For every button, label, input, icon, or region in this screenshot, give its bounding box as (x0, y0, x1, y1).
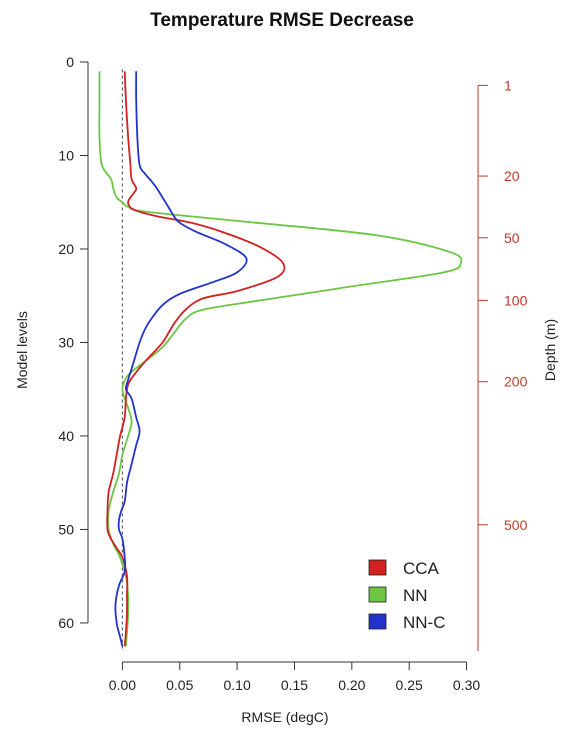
y-tick-label-20: 20 (58, 241, 74, 257)
legend-swatch-nn-c (368, 613, 387, 630)
legend: CCA NN NN-C (368, 559, 446, 632)
y-tick-label-0: 0 (66, 54, 74, 70)
legend-swatch-nn (368, 586, 387, 603)
series-lines (98, 71, 463, 647)
y-axis-label: Model levels (14, 311, 30, 389)
x-tick-label-6: 0.30 (453, 677, 480, 693)
depth-tick-label-50: 50 (504, 230, 520, 246)
x-tick-label-1: 0.05 (166, 677, 193, 693)
depth-axis: 1 20 50 100 200 500 (477, 77, 528, 651)
y-tick-label-60: 60 (58, 615, 74, 631)
depth-tick-label-200: 200 (504, 374, 528, 390)
series-line-nn-c (114, 71, 248, 647)
y-tick-label-40: 40 (58, 428, 74, 444)
legend-label-nn-c: NN-C (403, 613, 446, 632)
legend-label-cca: CCA (403, 559, 440, 578)
x-tick-label-5: 0.25 (396, 677, 423, 693)
legend-label-nn: NN (403, 586, 428, 605)
series-line-cca (106, 71, 286, 647)
depth-axis-label: Depth (m) (542, 319, 558, 381)
depth-tick-label-100: 100 (504, 292, 528, 308)
depth-tick-label-20: 20 (504, 168, 520, 184)
x-tick-label-4: 0.20 (338, 677, 365, 693)
legend-swatch-cca (368, 559, 387, 576)
depth-tick-label-1: 1 (504, 77, 512, 93)
x-tick-label-2: 0.10 (223, 677, 250, 693)
chart-title: Temperature RMSE Decrease (150, 10, 414, 31)
y-tick-label-10: 10 (58, 147, 74, 163)
x-tick-label-0: 0.00 (109, 677, 136, 693)
x-tick-label-3: 0.15 (281, 677, 308, 693)
x-axis-label: RMSE (degC) (241, 709, 328, 725)
x-axis: 0.00 0.05 0.10 0.15 0.20 0.25 0.30 (109, 661, 480, 693)
depth-tick-label-500: 500 (504, 517, 528, 533)
y-tick-label-30: 30 (58, 334, 74, 350)
y-tick-label-50: 50 (58, 521, 74, 537)
y-axis: 0 10 20 30 40 50 60 (58, 54, 89, 631)
